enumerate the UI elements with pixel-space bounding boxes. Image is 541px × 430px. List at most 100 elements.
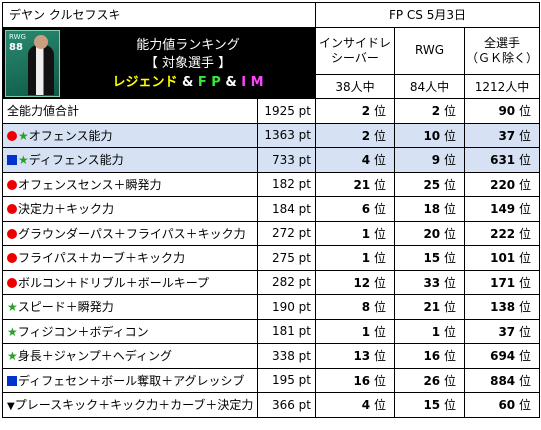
- banner-line2: 【 対象選手 】: [144, 55, 232, 71]
- star-icon: ★: [18, 128, 29, 143]
- ranking-table: デヤン クルセフスキ FP CS 5月3日 RWG 88 能力値ランキング 【 …: [2, 2, 540, 418]
- col-header-rwg: RWG: [394, 26, 465, 75]
- row-label-text: 決定力＋キック力: [18, 202, 115, 217]
- rank-suffix: 位: [518, 202, 531, 217]
- row-rank: 101 位: [464, 245, 540, 271]
- rank-number: 16: [353, 373, 371, 388]
- row-rank: 9 位: [394, 147, 465, 173]
- rank-suffix: 位: [518, 349, 531, 364]
- row-points: 338 pt: [257, 343, 316, 369]
- rank-number: 25: [423, 177, 441, 192]
- rank-number: 33: [423, 275, 441, 290]
- rank-suffix: 位: [518, 153, 531, 168]
- row-label-text: プレースキック＋キック力＋カーブ＋決定力: [14, 398, 254, 413]
- rank-suffix: 位: [518, 324, 531, 339]
- rank-number: 90: [498, 104, 516, 119]
- row-rank: 16 位: [315, 367, 395, 393]
- row-label: ▼プレースキック＋キック力＋カーブ＋決定力: [2, 392, 258, 418]
- row-label: ボルコン＋ドリブル＋ボールキープ: [2, 269, 258, 295]
- row-points: 195 pt: [257, 367, 316, 393]
- rank-number: 60: [498, 398, 516, 413]
- rank-number: 220: [490, 177, 516, 192]
- rank-number: 884: [490, 373, 516, 388]
- banner-text: 能力値ランキング 【 対象選手 】 レジェンド & F P & I M: [61, 28, 315, 98]
- rank-suffix: 位: [518, 300, 531, 315]
- rank-suffix: 位: [518, 275, 531, 290]
- row-rank: 37 位: [464, 122, 540, 148]
- row-rank: 4 位: [315, 392, 395, 418]
- row-label-text: オフェンスセンス＋瞬発力: [18, 177, 162, 192]
- row-label-text: ディフェセン＋ボール奪取＋アグレッシブ: [18, 373, 245, 388]
- rank-number: 1: [361, 226, 371, 241]
- table-row: ★オフェンス能力 1363 pt 2 位 10 位 37 位: [2, 122, 540, 148]
- star-icon: ★: [7, 300, 18, 315]
- row-label-text: オフェンス能力: [28, 128, 113, 143]
- rank-number: 694: [490, 349, 516, 364]
- row-rank: 18 位: [394, 196, 465, 222]
- row-rank: 1 位: [315, 220, 395, 246]
- rank-suffix: 位: [443, 349, 456, 364]
- rank-suffix: 位: [373, 226, 386, 241]
- row-label: ★オフェンス能力: [2, 122, 258, 148]
- count-inside-receiver: 38人中: [315, 73, 395, 99]
- rank-number: 171: [490, 275, 516, 290]
- rank-suffix: 位: [443, 398, 456, 413]
- rank-suffix: 位: [443, 128, 456, 143]
- rank-number: 1: [361, 324, 371, 339]
- row-rank: 12 位: [315, 269, 395, 295]
- red-circle-icon: [7, 277, 17, 288]
- row-label: オフェンスセンス＋瞬発力: [2, 171, 258, 197]
- row-rank: 10 位: [394, 122, 465, 148]
- col-header-all: 全選手 （ＧＫ除く）: [464, 26, 540, 75]
- table-row: ディフェセン＋ボール奪取＋アグレッシブ 195 pt 16 位 26 位 884 位: [2, 367, 540, 393]
- row-rank: 1 位: [315, 318, 395, 344]
- row-label-text: 身長＋ジャンプ＋ヘディング: [17, 349, 172, 364]
- rank-number: 37: [498, 128, 516, 143]
- row-rank: 222 位: [464, 220, 540, 246]
- rank-suffix: 位: [518, 373, 531, 388]
- rank-suffix: 位: [443, 275, 456, 290]
- rank-number: 631: [490, 153, 516, 168]
- rank-suffix: 位: [443, 104, 456, 119]
- rank-number: 2: [361, 128, 371, 143]
- table-row: ▼プレースキック＋キック力＋カーブ＋決定力 366 pt 4 位 15 位 60 位: [2, 392, 540, 418]
- row-rank: 694 位: [464, 343, 540, 369]
- row-label: ★ディフェンス能力: [2, 147, 258, 173]
- rank-number: 20: [423, 226, 441, 241]
- row-points: 733 pt: [257, 147, 316, 173]
- row-rank: 20 位: [394, 220, 465, 246]
- row-rank: 220 位: [464, 171, 540, 197]
- row-rank: 149 位: [464, 196, 540, 222]
- rank-suffix: 位: [443, 251, 456, 266]
- rank-number: 6: [361, 202, 371, 217]
- rank-suffix: 位: [518, 177, 531, 192]
- rank-number: 13: [353, 349, 371, 364]
- row-rank: 2 位: [394, 98, 465, 124]
- row-label: ★スピード＋瞬発力: [2, 294, 258, 320]
- row-rank: 26 位: [394, 367, 465, 393]
- red-circle-icon: [7, 130, 17, 141]
- date-label: FP CS 5月3日: [315, 2, 540, 28]
- rank-number: 26: [423, 373, 441, 388]
- col-header-inside-receiver: インサイドレ シーバー: [315, 26, 395, 75]
- row-points: 190 pt: [257, 294, 316, 320]
- row-points: 282 pt: [257, 269, 316, 295]
- rank-suffix: 位: [373, 153, 386, 168]
- row-rank: 138 位: [464, 294, 540, 320]
- table-row: ★スピード＋瞬発力 190 pt 8 位 21 位 138 位: [2, 294, 540, 320]
- rank-suffix: 位: [443, 226, 456, 241]
- rank-number: 37: [498, 324, 516, 339]
- rank-suffix: 位: [443, 373, 456, 388]
- banner-sep2: &: [220, 74, 242, 90]
- count-rwg: 84人中: [394, 73, 465, 99]
- rank-number: 101: [490, 251, 516, 266]
- count-all: 1212人中: [464, 73, 540, 99]
- row-label: ★身長＋ジャンプ＋ヘディング: [2, 343, 258, 369]
- rank-number: 149: [490, 202, 516, 217]
- blue-square-icon: [7, 155, 17, 166]
- rank-suffix: 位: [443, 153, 456, 168]
- banner-im: I M: [241, 74, 264, 90]
- row-points: 182 pt: [257, 171, 316, 197]
- player-name: デヤン クルセフスキ: [2, 2, 316, 28]
